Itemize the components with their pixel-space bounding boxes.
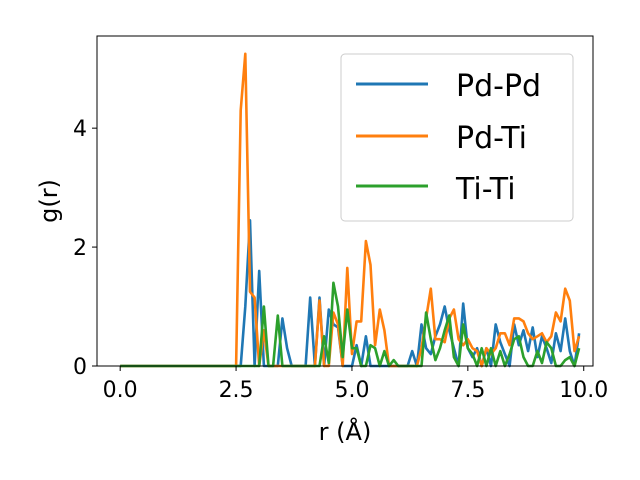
y-axis-label: g(r) <box>35 179 63 223</box>
plot-frame <box>96 35 594 367</box>
x-tick-label: 5.0 <box>334 378 369 403</box>
legend-label-pd-pd: Pd-Pd <box>456 69 541 104</box>
x-tick-label: 2.5 <box>219 378 254 403</box>
legend-label-pd-ti: Pd-Ti <box>456 121 527 156</box>
legend-label-ti-ti: Ti-Ti <box>455 172 516 207</box>
ticks-layer: 0.0 2.5 5.0 7.5 10.0 0 2 4 <box>73 117 608 403</box>
x-tick-label: 0.0 <box>103 378 138 403</box>
x-axis-label: r (Å) <box>319 417 372 446</box>
legend: Pd-Pd Pd-Ti Ti-Ti <box>340 53 574 222</box>
y-tick-label: 0 <box>73 355 87 380</box>
x-tick-label: 7.5 <box>450 378 485 403</box>
legend-box <box>340 53 574 222</box>
x-tick-label: 10.0 <box>559 378 608 403</box>
y-tick-label: 4 <box>73 117 87 142</box>
y-tick-label: 2 <box>73 236 87 261</box>
